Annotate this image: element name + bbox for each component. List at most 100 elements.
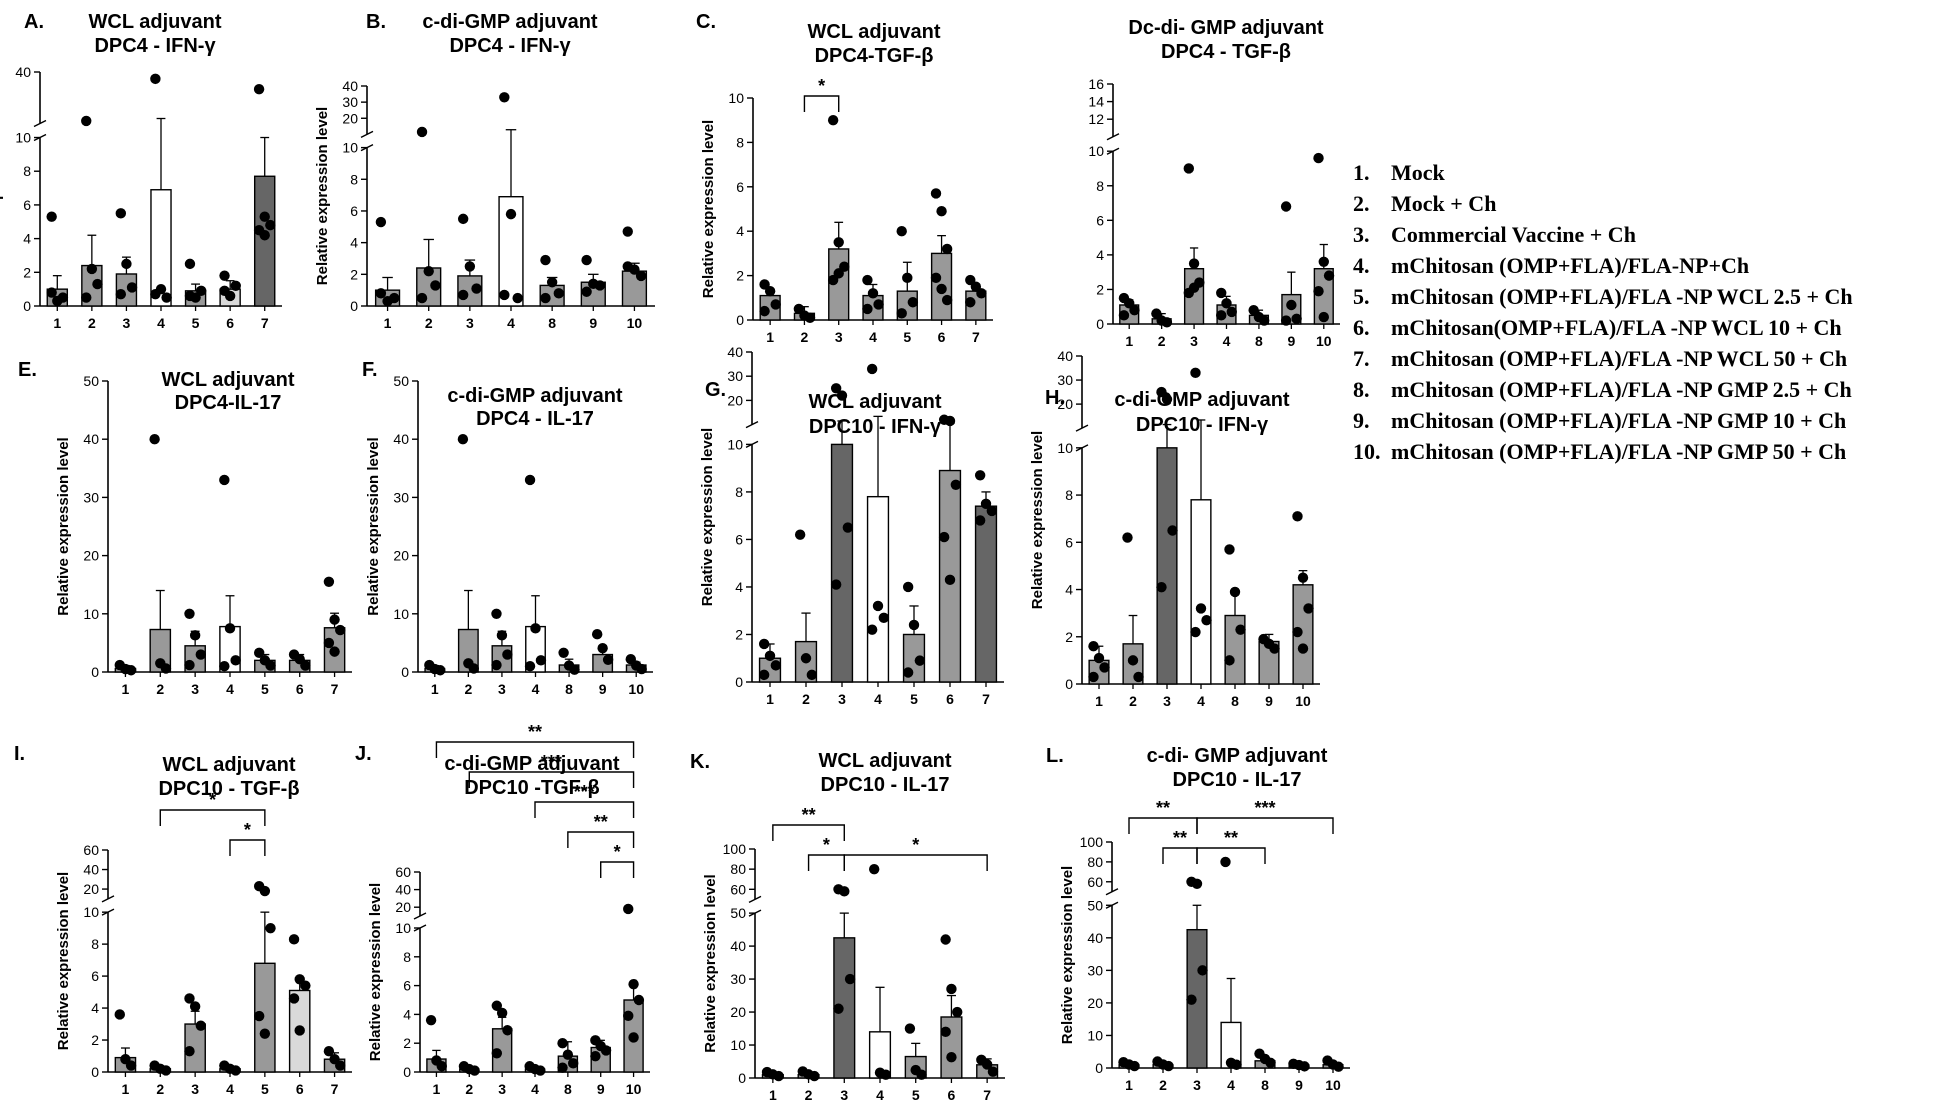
x-tick-label: 1	[769, 1087, 777, 1103]
x-tick-label: 1	[122, 681, 130, 697]
x-tick-label: 6	[948, 1087, 956, 1103]
data-point	[121, 258, 132, 270]
x-tick-label: 3	[498, 681, 506, 697]
y-tick-label: 6	[1096, 212, 1104, 228]
x-tick-label: 9	[1287, 333, 1295, 349]
panel-label: H.	[1045, 387, 1065, 409]
data-point	[265, 922, 276, 934]
data-point	[126, 282, 138, 293]
data-point	[375, 216, 387, 228]
y-tick-label: 10	[727, 436, 743, 452]
data-point	[827, 115, 839, 126]
significance-bracket	[567, 831, 635, 848]
chart-subtitle: DPC10 - IFN-γ	[1136, 414, 1269, 436]
data-point	[389, 292, 400, 304]
x-tick-label: 1	[431, 681, 439, 697]
data-point	[425, 1014, 437, 1026]
data-point	[189, 630, 201, 641]
y-tick-label: 40	[83, 431, 99, 447]
data-point	[940, 934, 951, 945]
y-axis-label: Relative expression level	[0, 100, 4, 278]
y-tick-label: 10	[1088, 143, 1104, 159]
y-tick-label: 0	[1096, 316, 1104, 332]
data-point	[1188, 258, 1200, 269]
data-point	[471, 283, 482, 294]
data-point	[115, 289, 127, 300]
data-point	[770, 299, 781, 310]
x-tick-label: 2	[88, 315, 96, 331]
x-tick-label: 4	[1223, 333, 1231, 349]
x-tick-label: 10	[627, 315, 643, 331]
data-point	[878, 612, 890, 624]
x-tick-label: 4	[507, 315, 515, 331]
data-point	[499, 289, 510, 301]
data-point	[502, 1025, 513, 1036]
data-point	[635, 270, 647, 282]
data-point	[622, 226, 633, 237]
x-tick-label: 7	[982, 691, 990, 707]
data-point	[914, 655, 926, 666]
legend-item: 4. mChitosan (OMP+FLA)/FLA-NP+Ch	[1353, 253, 1750, 278]
y-tick-label: 0	[738, 1070, 746, 1086]
data-point	[1188, 282, 1200, 293]
data-point	[908, 619, 920, 631]
data-point	[184, 659, 195, 671]
y-tick-label: 6	[1065, 534, 1073, 550]
y-tick-label: 10	[342, 140, 358, 156]
data-point	[184, 258, 196, 270]
y-tick-label: 60	[395, 864, 411, 880]
chart-title: WCL adjuvant	[808, 21, 941, 43]
x-tick-label: 1	[433, 1081, 441, 1097]
data-point	[46, 211, 57, 222]
y-tick-label: 40	[393, 431, 409, 447]
significance-label: ***	[1254, 798, 1275, 818]
x-tick-label: 4	[876, 1087, 884, 1103]
x-tick-label: 7	[983, 1087, 991, 1103]
data-point	[219, 660, 230, 672]
data-point	[491, 1000, 503, 1011]
chart-title: c-di- GMP adjuvant	[1147, 745, 1328, 767]
data-point	[1129, 1060, 1140, 1072]
data-point	[628, 978, 639, 990]
y-tick-label: 2	[735, 626, 743, 642]
data-point	[491, 659, 502, 671]
significance-label: **	[802, 805, 816, 825]
data-point	[323, 637, 335, 649]
y-tick-label: 2	[23, 264, 31, 280]
x-tick-label: 5	[912, 1087, 920, 1103]
y-tick-label: 50	[83, 373, 99, 389]
data-point	[1318, 311, 1329, 323]
significance-bracket	[229, 839, 266, 856]
legend-item: 7. mChitosan (OMP+FLA)/FLA -NP WCL 50 + C…	[1353, 346, 1848, 371]
x-tick-label: 7	[972, 329, 980, 345]
data-point	[800, 653, 812, 664]
x-tick-label: 4	[1227, 1077, 1235, 1093]
data-point	[773, 1070, 784, 1082]
panel-label: G.	[705, 379, 726, 401]
data-point	[590, 1050, 601, 1062]
data-point	[569, 664, 580, 675]
legend-item: 2. Mock + Ch	[1353, 191, 1497, 216]
chart-title: WCL adjuvant	[163, 754, 296, 776]
significance-label: *	[912, 835, 919, 855]
y-tick-label: 0	[91, 1064, 99, 1080]
y-tick-label: 14	[1088, 94, 1104, 110]
x-tick-label: 5	[910, 691, 918, 707]
chart-title: WCL adjuvant	[162, 369, 295, 391]
y-tick-label: 4	[1096, 247, 1104, 263]
data-point	[253, 1010, 265, 1022]
data-point	[581, 254, 592, 266]
data-point	[436, 1061, 447, 1072]
y-axis-label: Relative expression level	[700, 120, 717, 298]
data-point	[1224, 655, 1235, 666]
data-point	[423, 265, 434, 277]
y-tick-label: 50	[393, 373, 409, 389]
data-point	[464, 261, 476, 272]
y-axis-label: Relative expression level	[55, 872, 72, 1050]
y-tick-label: 0	[401, 664, 409, 680]
data-point	[907, 297, 919, 308]
